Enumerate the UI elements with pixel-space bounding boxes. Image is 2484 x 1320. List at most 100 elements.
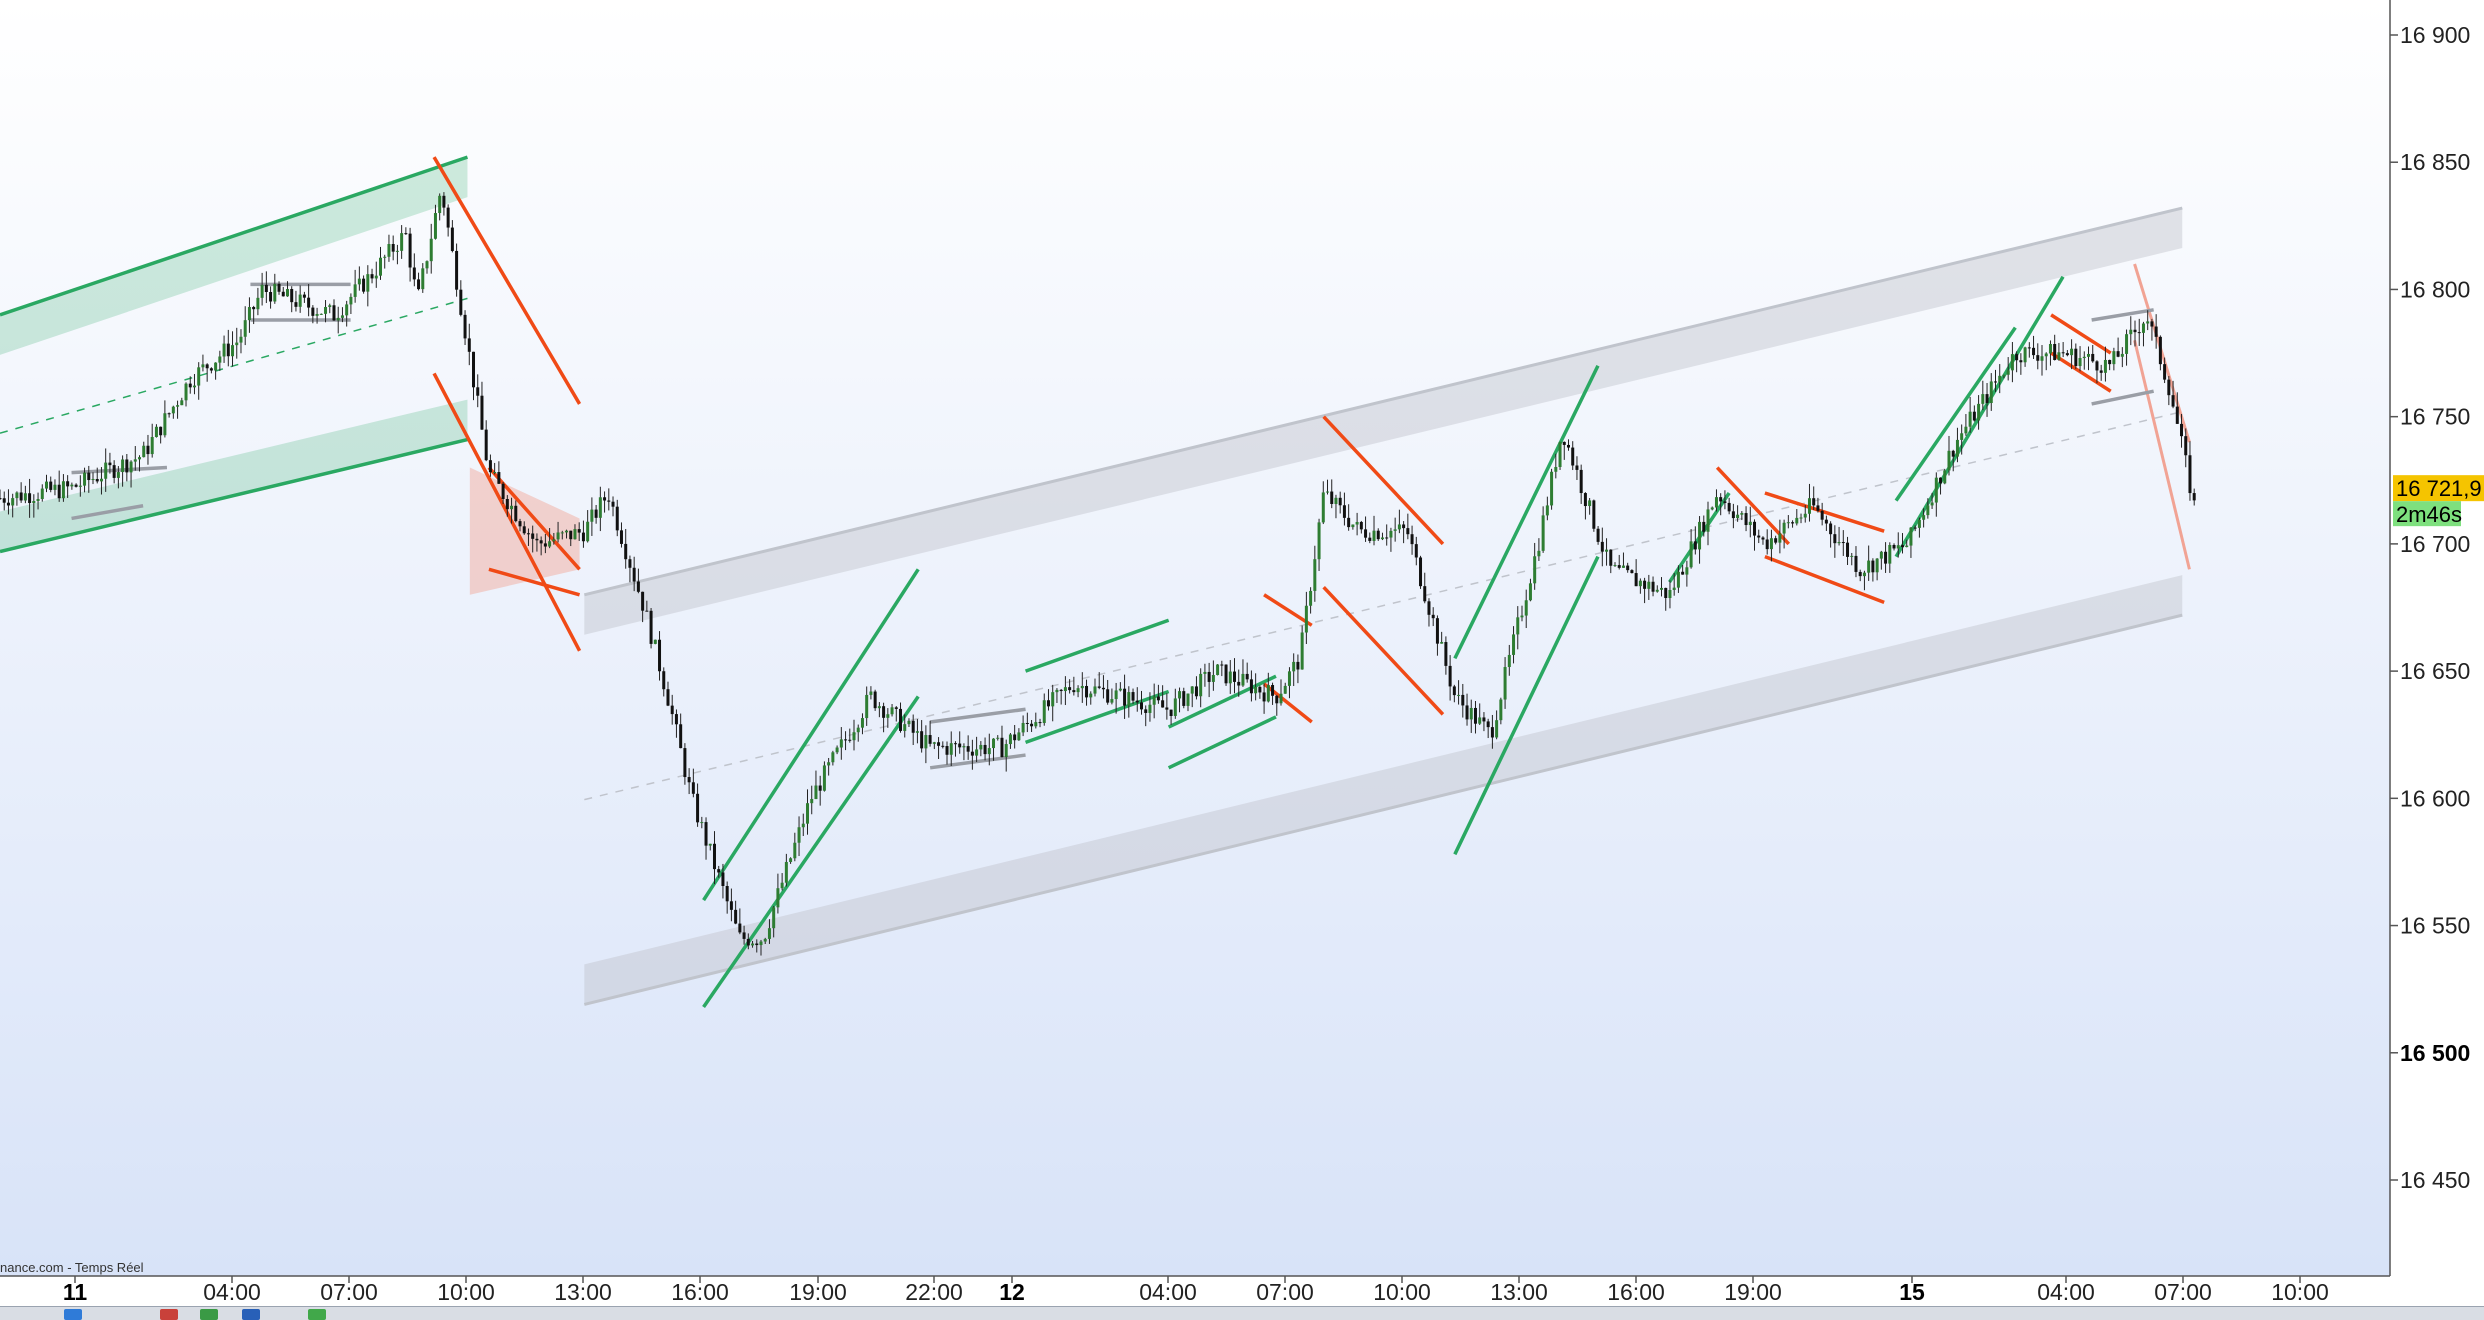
candle-body — [641, 591, 645, 611]
candle-body — [95, 478, 99, 482]
candle-body — [2154, 326, 2158, 337]
candle-body — [586, 521, 590, 542]
candle-body — [1613, 565, 1617, 567]
candle-body — [1008, 734, 1012, 745]
candle-body — [979, 744, 983, 750]
candle-body — [1355, 521, 1359, 525]
candle-body — [167, 413, 171, 415]
candle-body — [1178, 691, 1182, 699]
candle-body — [844, 739, 848, 741]
candle-body — [192, 385, 196, 388]
channel-lower-band — [584, 575, 2183, 1005]
candle-body — [526, 533, 530, 535]
candle-body — [1672, 587, 1676, 590]
candle-body — [573, 529, 577, 540]
x-tick-label: 16:00 — [671, 1279, 729, 1305]
x-axis-background — [0, 1276, 2390, 1306]
candle-body — [658, 639, 662, 672]
candle-body — [1765, 539, 1769, 550]
candle-body — [45, 481, 49, 489]
candle-body — [1774, 538, 1778, 543]
candle-body — [1089, 693, 1093, 698]
candle-body — [1947, 450, 1951, 471]
app-icon-4[interactable] — [242, 1309, 260, 1320]
candle-body — [353, 284, 357, 297]
candle-body — [1799, 517, 1803, 519]
candle-body — [201, 364, 205, 368]
x-tick-label: 15 — [1899, 1279, 1925, 1305]
candle-body — [1135, 700, 1139, 703]
candle-body — [2150, 321, 2154, 327]
candle-body — [577, 529, 581, 533]
candle-body — [1668, 589, 1672, 599]
candle-body — [1740, 513, 1744, 515]
candle-body — [1761, 537, 1765, 540]
candle-body — [383, 256, 387, 258]
candle-body — [1093, 686, 1097, 694]
y-tick-label: 16 900 — [2400, 22, 2470, 48]
candle-body — [818, 785, 822, 791]
candle-body — [1034, 722, 1038, 727]
candle-body — [290, 289, 294, 303]
candle-body — [2120, 353, 2124, 357]
y-tick-label: 16 500 — [2400, 1040, 2470, 1066]
candle-body — [987, 748, 991, 755]
app-icon-1[interactable] — [64, 1309, 82, 1320]
app-icon-3[interactable] — [200, 1309, 218, 1320]
candle-body — [1364, 529, 1368, 538]
candle-body — [256, 297, 260, 310]
candle-body — [1059, 689, 1063, 692]
candle-body — [87, 472, 91, 481]
pattern-line — [432, 156, 582, 405]
candle-body — [649, 610, 653, 644]
candle-body — [425, 261, 429, 269]
candle-body — [1562, 441, 1566, 445]
candle-body — [374, 275, 378, 279]
candle-body — [391, 244, 395, 252]
app-icon-5[interactable] — [308, 1309, 326, 1320]
candle-body — [2184, 436, 2188, 456]
y-tick-label: 16 600 — [2400, 785, 2470, 811]
pattern-line — [1322, 415, 1445, 546]
candle-body — [510, 505, 514, 510]
candle-body — [1753, 521, 1757, 536]
candle-body — [40, 488, 44, 500]
candle-body — [2006, 370, 2010, 375]
candle-body — [565, 530, 569, 533]
candle-body — [501, 483, 505, 500]
candle-body — [1431, 614, 1435, 619]
x-tick-label: 12 — [999, 1279, 1025, 1305]
candle-body — [983, 744, 987, 755]
candle-body — [1714, 497, 1718, 508]
channel-upper-line — [0, 155, 469, 317]
candle-body — [1621, 565, 1625, 568]
candle-body — [2158, 336, 2162, 365]
candle-body — [1072, 690, 1076, 693]
candle-body — [1271, 685, 1275, 696]
candle-body — [446, 207, 450, 228]
candle-body — [1812, 498, 1816, 506]
app-icon-2[interactable] — [160, 1309, 178, 1320]
candle-body — [1537, 550, 1541, 557]
candle-body — [218, 356, 222, 363]
candle-body — [848, 739, 852, 741]
pattern-line — [1894, 326, 2017, 502]
candle-body — [1385, 537, 1389, 539]
candle-body — [873, 691, 877, 709]
candle-body — [920, 731, 924, 749]
candle-body — [932, 742, 936, 744]
candle-body — [1068, 687, 1072, 691]
candle-body — [2053, 343, 2057, 360]
candle-body — [1554, 467, 1558, 472]
candle-body — [1317, 522, 1321, 560]
candle-body — [2061, 352, 2065, 354]
candle-body — [2015, 354, 2019, 361]
candle-body — [1664, 587, 1668, 599]
candle-body — [493, 472, 497, 474]
candle-body — [1101, 687, 1105, 690]
candle-body — [0, 498, 2, 500]
candle-body — [1744, 513, 1748, 526]
x-tick-label: 07:00 — [320, 1279, 378, 1305]
candle-body — [810, 799, 814, 804]
